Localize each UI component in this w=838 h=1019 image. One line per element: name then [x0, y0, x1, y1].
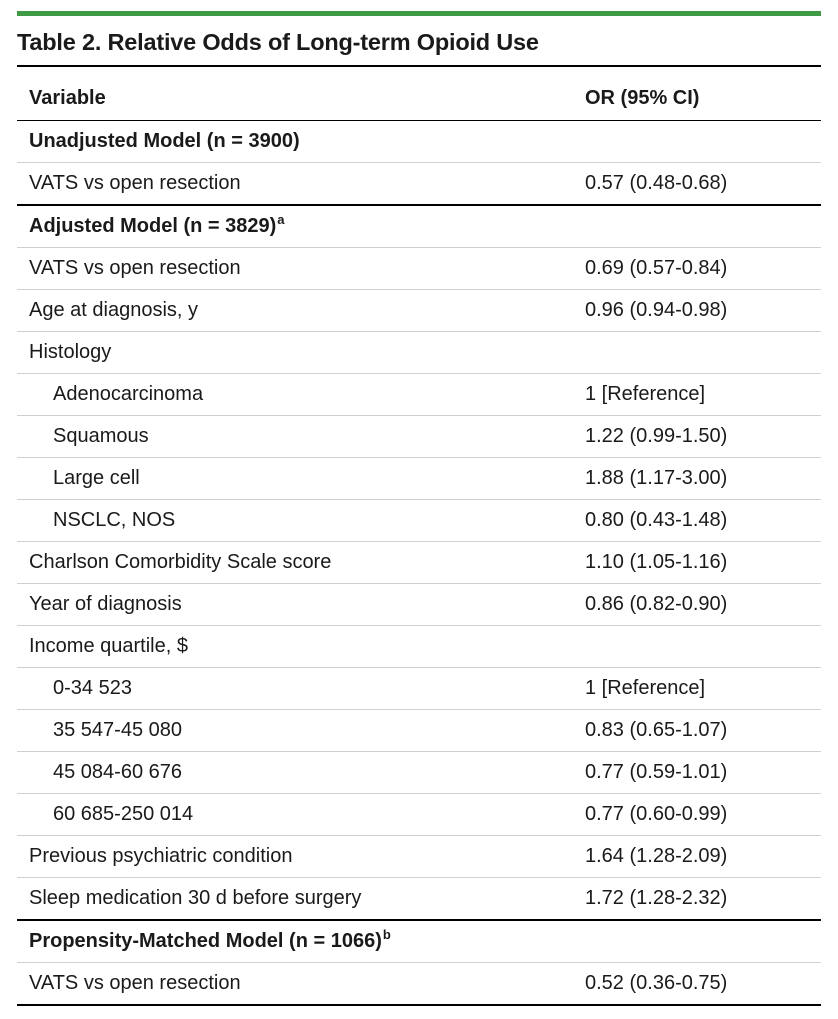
row-value [573, 331, 821, 374]
odds-table: Variable OR (95% CI) Unadjusted Model (n… [17, 67, 821, 1006]
row-value: 0.83 (0.65-1.07) [573, 709, 821, 752]
row-label: Year of diagnosis [17, 583, 573, 626]
table-title: Table 2. Relative Odds of Long-term Opio… [17, 29, 539, 55]
table-row: 0-34 523 1 [Reference] [17, 667, 821, 710]
row-label: Unadjusted Model (n = 3900) [17, 120, 573, 163]
row-value: 0.57 (0.48-0.68) [573, 162, 821, 205]
table-row: VATS vs open resection 0.52 (0.36-0.75) [17, 962, 821, 1006]
row-value [573, 918, 821, 963]
row-label: Histology [17, 331, 573, 374]
row-value: 0.80 (0.43-1.48) [573, 499, 821, 542]
table-row: Large cell 1.88 (1.17-3.00) [17, 457, 821, 500]
table-row: Charlson Comorbidity Scale score 1.10 (1… [17, 541, 821, 584]
row-label: 45 084-60 676 [17, 751, 573, 794]
row-value [573, 120, 821, 163]
accent-bar [17, 11, 821, 16]
table-row: Age at diagnosis, y 0.96 (0.94-0.98) [17, 289, 821, 332]
row-value: 1.22 (0.99-1.50) [573, 415, 821, 458]
table-row: 45 084-60 676 0.77 (0.59-1.01) [17, 751, 821, 794]
footnote-marker: a [277, 211, 285, 227]
row-value: 1.72 (1.28-2.32) [573, 877, 821, 920]
row-label: Charlson Comorbidity Scale score [17, 541, 573, 584]
title-rule [17, 65, 821, 67]
row-label: Squamous [17, 415, 573, 458]
row-value: 1 [Reference] [573, 373, 821, 416]
table-row: Income quartile, $ [17, 625, 821, 668]
row-value: 1 [Reference] [573, 667, 821, 710]
table-row: 60 685-250 014 0.77 (0.60-0.99) [17, 793, 821, 836]
table-row: VATS vs open resection 0.57 (0.48-0.68) [17, 162, 821, 205]
header-row: Variable OR (95% CI) [17, 67, 821, 121]
row-label: VATS vs open resection [17, 247, 573, 290]
row-label: VATS vs open resection [17, 962, 573, 1006]
table-figure: Table 2. Relative Odds of Long-term Opio… [17, 11, 821, 1006]
row-value: 0.52 (0.36-0.75) [573, 962, 821, 1006]
row-value: 1.10 (1.05-1.16) [573, 541, 821, 584]
section-row-unadjusted: Unadjusted Model (n = 3900) [17, 120, 821, 163]
table-row: Previous psychiatric condition 1.64 (1.2… [17, 835, 821, 878]
table-row: Adenocarcinoma 1 [Reference] [17, 373, 821, 416]
row-label: Age at diagnosis, y [17, 289, 573, 332]
row-value: 0.96 (0.94-0.98) [573, 289, 821, 332]
table-row: 35 547-45 080 0.83 (0.65-1.07) [17, 709, 821, 752]
row-label: 35 547-45 080 [17, 709, 573, 752]
table-row: VATS vs open resection 0.69 (0.57-0.84) [17, 247, 821, 290]
table-row: Sleep medication 30 d before surgery 1.7… [17, 877, 821, 920]
row-label: NSCLC, NOS [17, 499, 573, 542]
section-row-adjusted: Adjusted Model (n = 3829)a [17, 203, 821, 248]
row-label: 60 685-250 014 [17, 793, 573, 836]
header-or: OR (95% CI) [573, 67, 821, 121]
row-value: 0.86 (0.82-0.90) [573, 583, 821, 626]
row-label: Income quartile, $ [17, 625, 573, 668]
row-value: 0.69 (0.57-0.84) [573, 247, 821, 290]
row-label: 0-34 523 [17, 667, 573, 710]
table-row: Year of diagnosis 0.86 (0.82-0.90) [17, 583, 821, 626]
row-value: 0.77 (0.60-0.99) [573, 793, 821, 836]
row-label: Adjusted Model (n = 3829)a [17, 203, 573, 248]
table-row: NSCLC, NOS 0.80 (0.43-1.48) [17, 499, 821, 542]
row-value [573, 625, 821, 668]
header-variable: Variable [17, 67, 573, 121]
row-value [573, 203, 821, 248]
table-row: Squamous 1.22 (0.99-1.50) [17, 415, 821, 458]
row-label: Propensity-Matched Model (n = 1066)b [17, 918, 573, 963]
footnote-marker: b [382, 926, 391, 942]
row-label: Sleep medication 30 d before surgery [17, 877, 573, 920]
row-label: Adenocarcinoma [17, 373, 573, 416]
section-row-propensity: Propensity-Matched Model (n = 1066)b [17, 918, 821, 963]
row-label: VATS vs open resection [17, 162, 573, 205]
row-value: 1.88 (1.17-3.00) [573, 457, 821, 500]
row-label: Large cell [17, 457, 573, 500]
row-value: 0.77 (0.59-1.01) [573, 751, 821, 794]
row-label: Previous psychiatric condition [17, 835, 573, 878]
table-row: Histology [17, 331, 821, 374]
row-value: 1.64 (1.28-2.09) [573, 835, 821, 878]
